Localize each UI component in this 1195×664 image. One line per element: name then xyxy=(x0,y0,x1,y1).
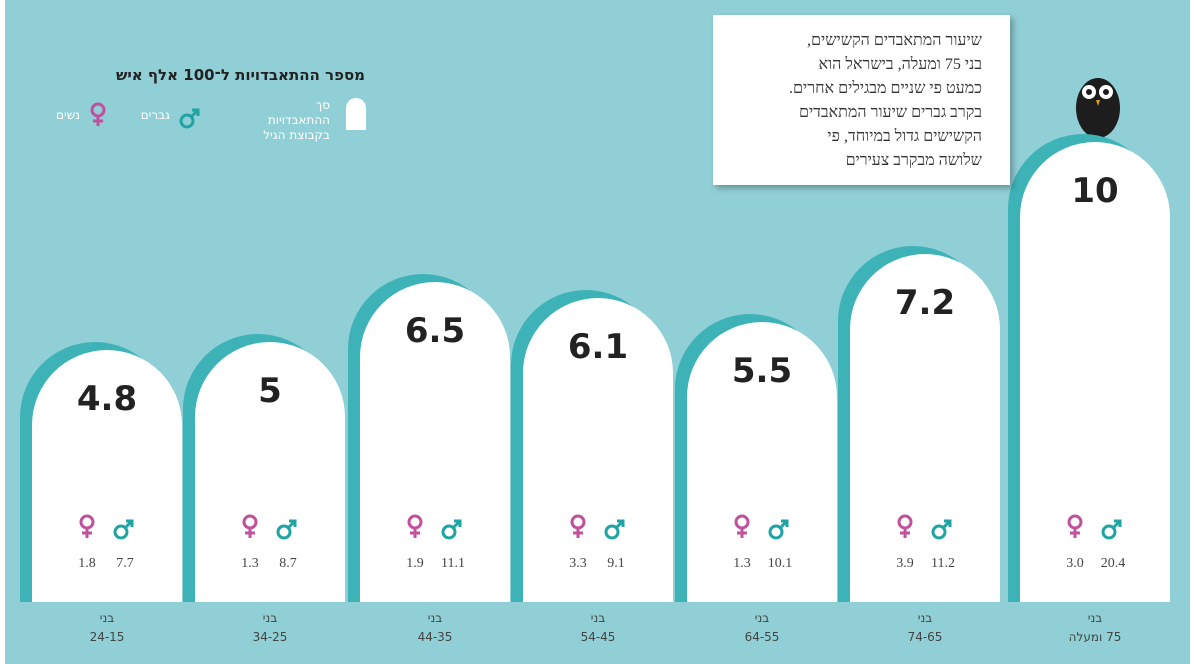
callout-line: בני 75 ומעלה, בישראל הוא xyxy=(723,53,982,77)
men-value: 9.1 xyxy=(607,556,625,571)
men-value: 20.4 xyxy=(1101,556,1126,571)
men-value: 11.2 xyxy=(931,556,955,571)
legend-men: גברים xyxy=(141,108,170,122)
x-tick-label: 64-55 xyxy=(745,630,780,644)
men-value: 10.1 xyxy=(768,556,793,571)
women-value: 3.0 xyxy=(1066,556,1084,571)
value-label: 6.1 xyxy=(568,327,628,367)
legend-total: סך ההתאבדויות בקבוצת הגיל xyxy=(250,98,330,143)
callout: שיעור המתאבדים הקשישים,בני 75 ומעלה, ביש… xyxy=(713,15,1010,185)
x-tick-label: בני xyxy=(263,611,277,625)
value-label: 4.8 xyxy=(77,379,137,419)
x-tick-label: 24-15 xyxy=(90,630,125,644)
value-label: 5.5 xyxy=(732,351,792,391)
owl xyxy=(1076,78,1120,138)
x-tick-label: בני xyxy=(1088,611,1102,625)
x-tick-label: בני xyxy=(100,611,114,625)
men-value: 8.7 xyxy=(279,556,297,571)
value-label: 7.2 xyxy=(895,283,955,323)
legend-women: נשים xyxy=(56,108,80,122)
chart-title: מספר ההתאבדויות ל־100 אלף איש xyxy=(116,66,365,84)
x-tick-label: בני xyxy=(428,611,442,625)
men-value: 7.7 xyxy=(116,556,134,571)
infographic: 4.8 1.8 7.7 בני 24-15 5 1.3 8.7 בני 34-25 6.5 1.9 11… xyxy=(0,0,1195,664)
women-value: 1.9 xyxy=(406,556,424,571)
x-tick-label: בני xyxy=(918,611,932,625)
women-value: 3.9 xyxy=(896,556,914,571)
callout-line: כמעט פי שניים מבגילים אחרים. xyxy=(723,77,982,101)
women-value: 3.3 xyxy=(569,556,587,571)
callout-line: שיעור המתאבדים הקשישים, xyxy=(723,29,982,53)
value-label: 10 xyxy=(1071,171,1118,211)
chart: 4.8 1.8 7.7 בני 24-15 5 1.3 8.7 בני 34-25 6.5 1.9 11… xyxy=(0,0,1195,664)
x-tick-label: 34-25 xyxy=(253,630,288,644)
bar xyxy=(1020,142,1170,602)
x-tick-label: בני xyxy=(755,611,769,625)
x-tick-label: 54-45 xyxy=(581,630,616,644)
x-tick-label: 74-65 xyxy=(908,630,943,644)
callout-line: הקשישים גדול במיוחד, פי xyxy=(723,125,982,149)
women-value: 1.8 xyxy=(78,556,96,571)
women-value: 1.3 xyxy=(733,556,751,571)
value-label: 6.5 xyxy=(405,311,465,351)
men-value: 11.1 xyxy=(441,556,465,571)
value-label: 5 xyxy=(258,371,282,411)
callout-line: בקרב גברים שיעור המתאבדים xyxy=(723,101,982,125)
women-value: 1.3 xyxy=(241,556,259,571)
x-tick-label: 75 ומעלה xyxy=(1069,630,1122,644)
x-tick-label: בני xyxy=(591,611,605,625)
legend-total-icon xyxy=(346,98,366,130)
x-tick-label: 44-35 xyxy=(418,630,453,644)
callout-line: שלושה מבקרב צעירים xyxy=(723,149,982,173)
